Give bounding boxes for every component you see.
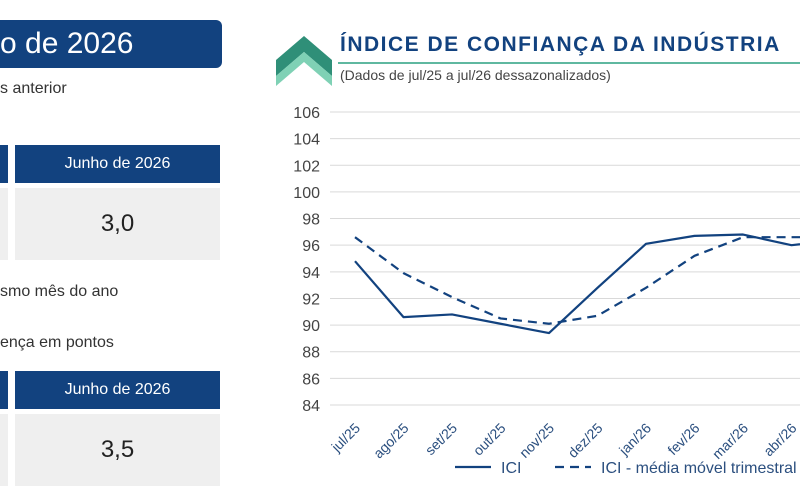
y-tick-label: 94	[302, 265, 320, 282]
x-tick-label: jul/25	[327, 420, 363, 456]
x-tick-label: out/25	[470, 420, 509, 459]
left-panel-title: o de 2026	[0, 20, 222, 68]
x-tick-label: mar/26	[709, 420, 751, 462]
x-tick-label: jan/26	[615, 420, 654, 459]
y-tick-label: 88	[302, 345, 320, 362]
x-tick-label: abr/26	[760, 420, 800, 460]
y-tick-label: 100	[293, 185, 320, 202]
x-tick-label: set/25	[422, 420, 460, 458]
y-tick-label: 98	[302, 212, 320, 229]
legend-label: ICI	[501, 460, 521, 477]
x-tick-label: fev/26	[664, 420, 702, 458]
y-tick-label: 84	[302, 398, 320, 415]
table-header-stub-2	[0, 371, 8, 409]
line-chart: 106 104 102 100 98 96 94 92 90 88 86 84 jul/25 ago/2…	[293, 105, 800, 477]
value-june-2: 3,5	[15, 414, 220, 486]
x-tick-label: dez/25	[565, 420, 606, 461]
chart-logo-icon	[276, 36, 332, 86]
table-header-june-1: Junho de 2026	[15, 145, 220, 183]
table-cell-stub-1	[0, 188, 8, 260]
series-line-moving-average	[354, 236, 800, 325]
chart-title: ÍNDICE DE CONFIANÇA DA INDÚSTRIA	[340, 33, 781, 56]
table-header-stub-1	[0, 145, 8, 183]
y-tick-label: 86	[302, 371, 320, 388]
table-header-june-2: Junho de 2026	[15, 371, 220, 409]
chart-subtitle: (Dados de jul/25 a jul/26 dessazonalizad…	[340, 67, 611, 83]
x-tick-label: nov/25	[516, 420, 557, 461]
y-tick-label: 106	[293, 105, 320, 122]
y-tick-label: 92	[302, 291, 320, 308]
note-points-difference: ença em pontos	[0, 334, 114, 351]
x-tick-label: ago/25	[370, 420, 412, 462]
series-line-ici	[354, 233, 800, 335]
legend-label: ICI - média móvel trimestral	[601, 460, 797, 477]
table-cell-stub-2	[0, 414, 8, 486]
value-june-1: 3,0	[15, 188, 220, 260]
note-same-month-year: smo mês do ano	[0, 283, 119, 300]
note-previous-month: s anterior	[0, 80, 67, 97]
y-tick-label: 90	[302, 318, 320, 335]
y-tick-label: 104	[293, 132, 320, 149]
title-divider	[338, 62, 800, 64]
y-tick-label: 102	[293, 158, 320, 175]
y-tick-label: 96	[302, 238, 320, 255]
